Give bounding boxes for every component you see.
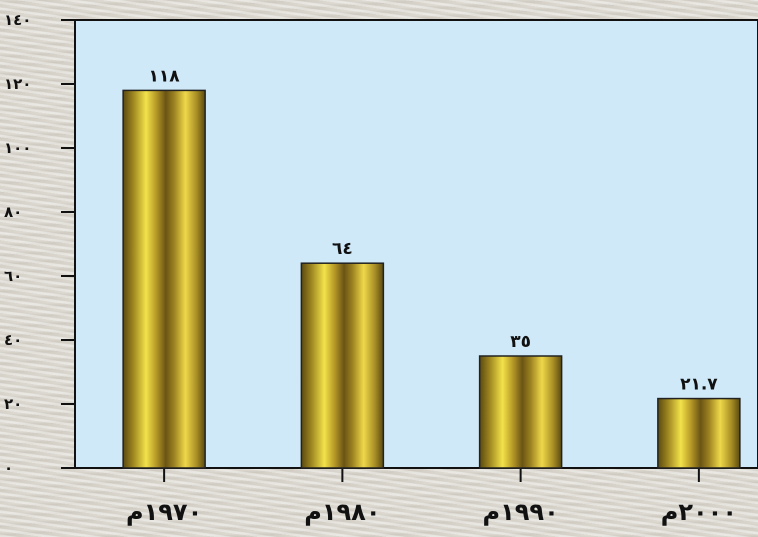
bar	[122, 89, 206, 469]
y-tick-label: ٢٠	[4, 395, 22, 413]
bar	[478, 355, 563, 469]
bar	[300, 262, 385, 469]
bar	[657, 397, 741, 469]
x-tick-label: ١٩٨٠م	[304, 498, 380, 526]
y-tick-label: ١٤٠	[4, 11, 31, 29]
data-label: ٣٥	[510, 332, 531, 352]
y-tick-label: ١٢٠	[4, 75, 31, 93]
x-axis: ١٩٧٠م ١٩٨٠م ١٩٩٠م ٢٠٠٠م	[75, 467, 758, 526]
data-labels: ١١٨ ٦٤ ٣٥ ٢١.٧	[149, 66, 719, 394]
data-label: ٢١.٧	[680, 375, 718, 395]
y-axis: ٠ ٢٠ ٤٠ ٦٠ ٨٠ ١٠٠ ١٢٠ ١٤٠	[4, 11, 76, 477]
y-tick-label: ٤٠	[4, 331, 22, 349]
x-tick-label: ١٩٩٠م	[483, 498, 559, 526]
data-label: ٦٤	[332, 239, 353, 259]
data-label: ١١٨	[149, 66, 181, 86]
y-tick-label: ٠	[4, 459, 13, 477]
bars	[122, 89, 741, 469]
y-tick-label: ١٠٠	[4, 139, 31, 157]
y-tick-label: ٦٠	[4, 267, 22, 285]
x-tick-label: ١٩٧٠م	[126, 498, 202, 526]
x-tick-label: ٢٠٠٠م	[661, 498, 737, 526]
y-tick-label: ٨٠	[4, 203, 22, 221]
